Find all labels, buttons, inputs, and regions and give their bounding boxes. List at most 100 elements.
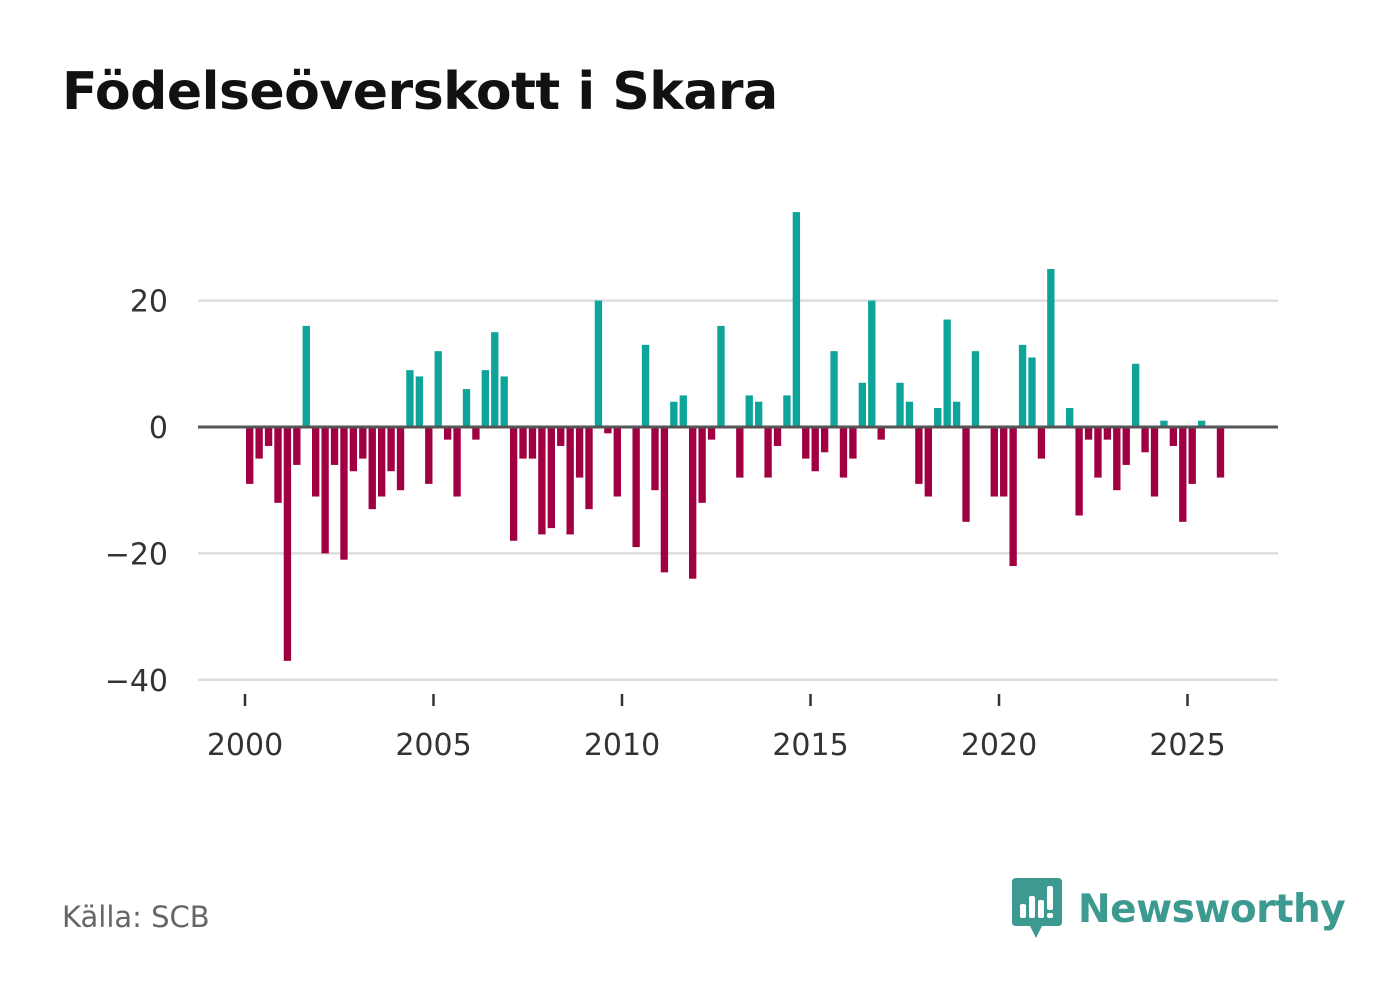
bar	[632, 427, 640, 548]
bar	[283, 427, 292, 661]
bar	[340, 427, 348, 560]
bar	[679, 395, 687, 427]
bar	[293, 427, 301, 465]
bar	[651, 427, 659, 491]
y-tick-label: 20	[130, 285, 168, 320]
bar	[566, 427, 574, 535]
bar	[396, 427, 405, 491]
y-tick-label: −20	[105, 537, 168, 572]
bar	[594, 300, 603, 427]
bar	[1084, 427, 1093, 440]
bar	[1047, 269, 1055, 427]
bar	[1103, 427, 1112, 440]
bar	[1188, 427, 1196, 484]
bar	[312, 427, 320, 497]
bar	[528, 427, 537, 459]
bar	[377, 427, 386, 497]
bar	[773, 427, 782, 446]
x-tick-label: 2010	[584, 728, 660, 763]
bar	[877, 427, 885, 440]
bar	[1113, 427, 1121, 491]
bar	[509, 427, 518, 541]
bar	[707, 427, 716, 440]
bar	[1216, 427, 1225, 478]
bar	[453, 427, 461, 497]
bar	[849, 427, 857, 459]
bar	[246, 427, 254, 484]
bar	[481, 370, 490, 427]
bar	[1150, 427, 1159, 497]
bar	[1018, 344, 1027, 427]
bar	[604, 427, 612, 434]
bar	[613, 427, 621, 497]
bar	[915, 427, 923, 484]
brand-name: Newsworthy	[1078, 886, 1346, 932]
bar	[330, 427, 339, 465]
axes: 20 0 −20 −40 2000 2005 2010 2015 2020 2025	[105, 285, 1278, 763]
bar	[1169, 427, 1178, 446]
bar	[1066, 408, 1074, 427]
x-tick-label: 2020	[961, 728, 1037, 763]
bars	[246, 212, 1225, 661]
bar	[1075, 427, 1083, 516]
bar	[792, 212, 801, 427]
bar	[264, 427, 273, 446]
bar	[387, 427, 395, 472]
bar	[1000, 427, 1008, 497]
bar	[764, 427, 772, 478]
bar	[500, 376, 508, 427]
bar	[689, 427, 697, 579]
bar	[745, 395, 753, 427]
bar	[349, 427, 358, 472]
bar	[491, 332, 499, 427]
bar	[811, 427, 819, 472]
bar	[924, 427, 932, 497]
bar	[962, 427, 970, 522]
bar	[1160, 420, 1168, 427]
bar	[1141, 427, 1149, 453]
bar	[443, 427, 452, 440]
x-tick-label: 2015	[772, 728, 848, 763]
chart-title: Födelseöverskott i Skara	[62, 62, 778, 122]
bar	[1028, 357, 1036, 427]
bar	[472, 427, 480, 440]
x-tick-label: 2025	[1149, 728, 1225, 763]
bar	[660, 427, 669, 573]
bar	[698, 427, 706, 503]
bar	[934, 408, 942, 427]
grid-lines	[198, 299, 1278, 682]
bar	[585, 427, 593, 510]
bar	[547, 427, 555, 529]
bar	[670, 401, 678, 427]
bar	[462, 389, 471, 427]
bar	[1037, 427, 1046, 459]
bar	[1197, 420, 1206, 427]
bar	[415, 376, 424, 427]
bar	[990, 427, 998, 497]
bar	[802, 427, 810, 459]
bar	[830, 351, 838, 427]
bar-chart-bubble-icon	[1012, 878, 1062, 938]
bar	[368, 427, 376, 510]
x-tick-label: 2005	[395, 728, 471, 763]
bar	[1094, 427, 1102, 478]
bar	[519, 427, 527, 459]
bar	[952, 401, 961, 427]
bar	[783, 395, 791, 427]
bar	[905, 401, 914, 427]
bar	[274, 427, 282, 503]
bar	[858, 382, 867, 427]
newsworthy-logo[interactable]: Newsworthy	[1012, 878, 1346, 940]
bar	[359, 427, 367, 459]
y-tick-label: −40	[105, 664, 168, 699]
bar	[717, 325, 725, 427]
bar	[1179, 427, 1187, 522]
bar	[302, 325, 310, 427]
bar	[434, 351, 442, 427]
bar	[1122, 427, 1130, 465]
bar	[255, 427, 263, 459]
bar	[971, 351, 980, 427]
bar	[754, 401, 763, 427]
bar	[575, 427, 584, 478]
